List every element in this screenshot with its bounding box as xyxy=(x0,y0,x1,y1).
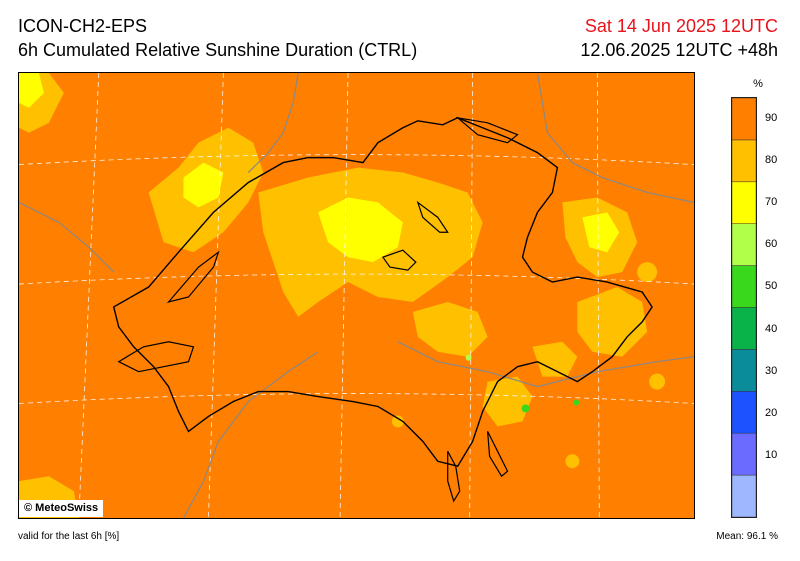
legend-swatch xyxy=(732,139,756,183)
lake-maggiore xyxy=(447,451,461,503)
lake-zurich xyxy=(416,200,449,233)
legend-label: 50 xyxy=(765,280,778,293)
copyright-label: © MeteoSwiss xyxy=(19,500,104,517)
swiss-border xyxy=(112,117,653,468)
patch-small-2 xyxy=(649,373,666,390)
product-name: 6h Cumulated Relative Sunshine Duration … xyxy=(18,40,418,60)
lake-geneva xyxy=(117,341,195,373)
sunshine-map xyxy=(18,72,695,519)
lake-como xyxy=(487,431,509,478)
lake-constance xyxy=(455,116,519,144)
mean-value: Mean: 96.1 % xyxy=(716,531,778,542)
lakes xyxy=(117,116,519,503)
patch-green-3 xyxy=(465,354,472,361)
patch-small-3 xyxy=(565,454,580,469)
border-italy-north xyxy=(397,341,694,388)
patch-graubuenden xyxy=(577,287,648,357)
patch-alps-center xyxy=(412,301,488,357)
lake-neuchatel xyxy=(166,250,220,304)
lake-lucerne xyxy=(381,249,417,271)
lat-lon-grid xyxy=(19,73,694,518)
patch-green-2 xyxy=(573,399,580,406)
legend-label: 70 xyxy=(765,196,778,209)
legend-swatch xyxy=(732,181,756,224)
patch-small-4 xyxy=(391,415,404,428)
border-france-italy xyxy=(182,351,319,518)
legend-swatch xyxy=(732,432,756,476)
patch-plateau-inner xyxy=(318,197,403,263)
legend-swatch xyxy=(732,391,756,434)
legend-swatch xyxy=(732,349,756,392)
legend-label: 40 xyxy=(765,322,778,335)
legend-label: 30 xyxy=(765,364,778,377)
title-block: ICON-CH2-EPS 6h Cumulated Relative Sunsh… xyxy=(18,14,417,62)
border-france-germany xyxy=(247,73,299,173)
legend-unit: % xyxy=(753,78,763,90)
model-name: ICON-CH2-EPS xyxy=(18,16,148,36)
patch-east-inner xyxy=(582,212,620,253)
legend-swatch xyxy=(732,474,756,517)
validity-note: valid for the last 6h [%] xyxy=(18,531,120,542)
country-borders xyxy=(19,73,694,518)
patch-green-1 xyxy=(521,404,530,413)
legend-swatch xyxy=(732,98,756,141)
map-background xyxy=(19,73,694,518)
legend-swatch xyxy=(732,307,756,350)
legend-label: 80 xyxy=(765,154,778,167)
date-block: Sat 14 Jun 2025 12UTC 12.06.2025 12UTC +… xyxy=(580,14,778,62)
legend-label: 10 xyxy=(765,448,778,461)
legend-label: 90 xyxy=(765,112,778,125)
border-west-france xyxy=(19,201,115,273)
legend-swatch xyxy=(732,223,756,266)
run-info: 12.06.2025 12UTC +48h xyxy=(580,40,778,60)
patch-northwest-inner xyxy=(183,162,224,208)
patch-small-1 xyxy=(637,262,658,283)
border-germany-austria xyxy=(536,73,694,204)
legend-label: 20 xyxy=(765,406,778,419)
color-legend xyxy=(731,97,757,518)
legend-swatch xyxy=(732,265,756,308)
legend-label: 60 xyxy=(765,238,778,251)
patch-ticino xyxy=(482,376,533,427)
value-patches xyxy=(19,73,666,518)
patch-alps-south xyxy=(532,341,578,377)
valid-date: Sat 14 Jun 2025 12UTC xyxy=(584,16,778,36)
